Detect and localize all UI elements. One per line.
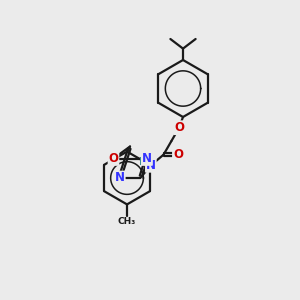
Text: N: N: [142, 152, 152, 165]
Text: O: O: [109, 152, 118, 165]
Text: O: O: [174, 121, 184, 134]
Text: H: H: [140, 157, 147, 167]
Text: O: O: [173, 148, 183, 161]
Text: CH₃: CH₃: [118, 217, 136, 226]
Text: N: N: [146, 159, 156, 172]
Text: N: N: [115, 172, 125, 184]
